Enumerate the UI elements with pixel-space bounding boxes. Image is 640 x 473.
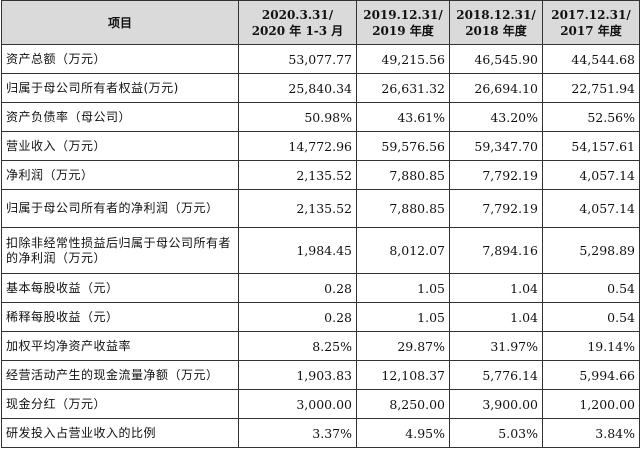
cell-value: 29.87% — [356, 331, 450, 361]
table-row: 净利润（万元） 2,135.52 7,880.85 7,792.19 4,057… — [1, 160, 640, 190]
row-label: 研发投入占营业收入的比例 — [1, 418, 239, 448]
cell-value: 3.37% — [238, 418, 357, 448]
cell-value: 50.98% — [238, 102, 357, 132]
header-date: 2018.12.31/ — [456, 7, 536, 22]
cell-value: 59,576.56 — [356, 131, 450, 161]
cell-value: 7,894.16 — [449, 227, 543, 274]
cell-value: 12,108.37 — [356, 360, 450, 390]
cell-value: 1,984.45 — [238, 227, 357, 274]
cell-value: 7,880.85 — [356, 160, 450, 190]
cell-value: 1,200.00 — [542, 389, 640, 419]
cell-value: 5,994.66 — [542, 360, 640, 390]
header-period: 2017 年度 — [560, 23, 622, 38]
cell-value: 5.03% — [449, 418, 543, 448]
cell-value: 2,135.52 — [238, 160, 357, 190]
table-row: 研发投入占营业收入的比例 3.37% 4.95% 5.03% 3.84% — [1, 418, 640, 448]
cell-value: 8.25% — [238, 331, 357, 361]
cell-value: 19.14% — [542, 331, 640, 361]
table-row: 经营活动产生的现金流量净额（万元） 1,903.83 12,108.37 5,7… — [1, 360, 640, 390]
cell-value: 1,903.83 — [238, 360, 357, 390]
row-label: 净利润（万元） — [1, 160, 239, 190]
table-row: 归属于母公司所有者的净利润（万元） 2,135.52 7,880.85 7,79… — [1, 189, 640, 228]
header-item-label: 项目 — [107, 15, 132, 30]
table-row: 资产负债率（母公司） 50.98% 43.61% 43.20% 52.56% — [1, 102, 640, 132]
cell-value: 5,776.14 — [449, 360, 543, 390]
cell-value: 3,900.00 — [449, 389, 543, 419]
row-label: 资产负债率（母公司） — [1, 102, 239, 132]
cell-value: 2,135.52 — [238, 189, 357, 228]
row-label: 归属于母公司所有者权益(万元) — [1, 73, 239, 103]
cell-value: 26,631.32 — [356, 73, 450, 103]
row-label: 稀释每股收益（元） — [1, 302, 239, 332]
cell-value: 49,215.56 — [356, 44, 450, 74]
cell-value: 43.20% — [449, 102, 543, 132]
table-row: 资产总额（万元） 53,077.77 49,215.56 46,545.90 4… — [1, 44, 640, 74]
cell-value: 5,298.89 — [542, 227, 640, 274]
table-row: 基本每股收益（元） 0.28 1.05 1.04 0.54 — [1, 273, 640, 303]
cell-value: 4,057.14 — [542, 189, 640, 228]
header-2017: 2017.12.31/ 2017 年度 — [542, 0, 640, 45]
row-label: 经营活动产生的现金流量净额（万元） — [1, 360, 239, 390]
cell-value: 0.54 — [542, 273, 640, 303]
cell-value: 1.05 — [356, 273, 450, 303]
header-period: 2020 年 1-3 月 — [251, 23, 344, 38]
header-period: 2018 年度 — [465, 23, 527, 38]
header-item: 项目 — [1, 0, 239, 45]
cell-value: 1.05 — [356, 302, 450, 332]
cell-value: 7,880.85 — [356, 189, 450, 228]
cell-value: 0.28 — [238, 302, 357, 332]
table-row: 营业收入（万元） 14,772.96 59,576.56 59,347.70 5… — [1, 131, 640, 161]
table-row: 归属于母公司所有者权益(万元) 25,840.34 26,631.32 26,6… — [1, 73, 640, 103]
cell-value: 22,751.94 — [542, 73, 640, 103]
cell-value: 8,012.07 — [356, 227, 450, 274]
cell-value: 46,545.90 — [449, 44, 543, 74]
header-period: 2019 年度 — [372, 23, 434, 38]
header-2020q1: 2020.3.31/ 2020 年 1-3 月 — [238, 0, 357, 45]
cell-value: 3.84% — [542, 418, 640, 448]
cell-value: 26,694.10 — [449, 73, 543, 103]
header-date: 2017.12.31/ — [551, 7, 631, 22]
cell-value: 14,772.96 — [238, 131, 357, 161]
row-label: 资产总额（万元） — [1, 44, 239, 74]
header-date: 2020.3.31/ — [261, 7, 334, 22]
cell-value: 31.97% — [449, 331, 543, 361]
cell-value: 59,347.70 — [449, 131, 543, 161]
header-2018: 2018.12.31/ 2018 年度 — [449, 0, 543, 45]
row-label: 加权平均净资产收益率 — [1, 331, 239, 361]
table-row: 稀释每股收益（元） 0.28 1.05 1.04 0.54 — [1, 302, 640, 332]
table-row: 现金分红（万元） 3,000.00 8,250.00 3,900.00 1,20… — [1, 389, 640, 419]
row-label: 现金分红（万元） — [1, 389, 239, 419]
table-row: 加权平均净资产收益率 8.25% 29.87% 31.97% 19.14% — [1, 331, 640, 361]
cell-value: 54,157.61 — [542, 131, 640, 161]
cell-value: 8,250.00 — [356, 389, 450, 419]
row-label: 归属于母公司所有者的净利润（万元） — [1, 189, 239, 228]
cell-value: 44,544.68 — [542, 44, 640, 74]
cell-value: 52.56% — [542, 102, 640, 132]
cell-value: 53,077.77 — [238, 44, 357, 74]
cell-value: 4.95% — [356, 418, 450, 448]
cell-value: 25,840.34 — [238, 73, 357, 103]
cell-value: 1.04 — [449, 273, 543, 303]
cell-value: 43.61% — [356, 102, 450, 132]
table-row: 扣除非经常性损益后归属于母公司所有者的净利润（万元） 1,984.45 8,01… — [1, 227, 640, 274]
header-date: 2019.12.31/ — [363, 7, 443, 22]
cell-value: 0.28 — [238, 273, 357, 303]
header-2019: 2019.12.31/ 2019 年度 — [356, 0, 450, 45]
row-label: 基本每股收益（元） — [1, 273, 239, 303]
row-label: 扣除非经常性损益后归属于母公司所有者的净利润（万元） — [1, 227, 239, 274]
cell-value: 7,792.19 — [449, 189, 543, 228]
cell-value: 4,057.14 — [542, 160, 640, 190]
cell-value: 7,792.19 — [449, 160, 543, 190]
financial-table: 项目 2020.3.31/ 2020 年 1-3 月 2019.12.31/ 2… — [1, 0, 640, 448]
cell-value: 3,000.00 — [238, 389, 357, 419]
cell-value: 1.04 — [449, 302, 543, 332]
row-label: 营业收入（万元） — [1, 131, 239, 161]
cell-value: 0.54 — [542, 302, 640, 332]
header-row: 项目 2020.3.31/ 2020 年 1-3 月 2019.12.31/ 2… — [1, 0, 640, 45]
